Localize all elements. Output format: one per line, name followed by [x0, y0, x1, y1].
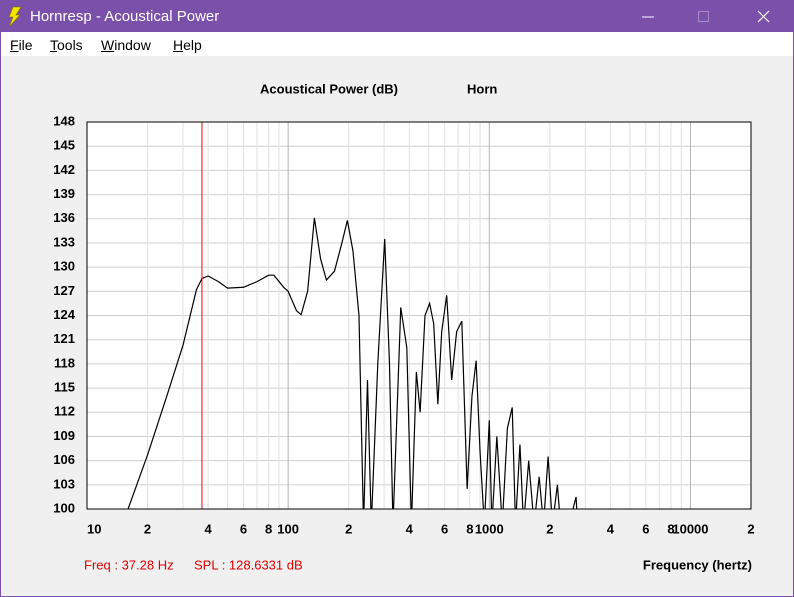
menu-item[interactable]: Tools [50, 37, 83, 53]
title-bar: Hornresp - Acoustical Power [0, 0, 794, 32]
x-tick-label: 8 [667, 521, 674, 536]
app-icon [8, 6, 22, 28]
x-tick-label: 4 [607, 521, 615, 536]
menu-item[interactable]: Help [173, 37, 202, 53]
y-tick-label: 145 [53, 138, 75, 153]
y-tick-label: 124 [53, 307, 75, 322]
menu-item[interactable]: File [10, 37, 33, 53]
y-tick-label: 121 [53, 331, 75, 346]
y-tick-label: 106 [53, 452, 75, 467]
title-icons [8, 6, 770, 28]
x-tick-label: 2 [546, 521, 553, 536]
power-curve [127, 217, 578, 509]
y-tick-label: 136 [53, 210, 75, 225]
y-tick-label: 103 [53, 476, 75, 491]
x-tick-label: 2 [144, 521, 151, 536]
y-tick-label: 139 [53, 186, 75, 201]
cursor-spl: SPL : 128.6331 dB [194, 557, 303, 572]
chart-subtitle: Horn [467, 81, 497, 96]
x-axis-label: Frequency (hertz) [643, 557, 752, 572]
x-tick-label: 8 [466, 521, 473, 536]
x-tick-label: 8 [265, 521, 272, 536]
chart-title: Acoustical Power (dB) [260, 81, 398, 96]
close-button[interactable] [757, 10, 770, 23]
y-tick-label: 127 [53, 283, 75, 298]
y-tick-label: 142 [53, 162, 75, 177]
maximize-button[interactable] [698, 11, 709, 22]
menu-item[interactable]: Window [101, 37, 151, 53]
plot-frame [86, 121, 752, 510]
y-tick-label: 112 [54, 404, 75, 419]
x-tick-label: 4 [406, 521, 414, 536]
window-title: Hornresp - Acoustical Power [30, 8, 220, 25]
cursor-frequency: Freq : 37.28 Hz [84, 557, 174, 572]
y-tick-label: 109 [53, 428, 75, 443]
x-tick-label: 4 [204, 521, 212, 536]
x-tick-label: 2 [747, 521, 754, 536]
x-tick-label: 100 [277, 521, 299, 536]
y-tick-label: 133 [53, 234, 75, 249]
window-border [0, 0, 1, 597]
x-tick-label: 1000 [475, 521, 504, 536]
y-tick-label: 118 [54, 355, 75, 370]
y-tick-label: 115 [54, 380, 75, 395]
y-tick-label: 130 [53, 259, 75, 274]
x-tick-label: 2 [345, 521, 352, 536]
menu-bar: File Tools Window Help [1, 32, 793, 56]
x-tick-label: 6 [441, 521, 448, 536]
x-tick-label: 6 [240, 521, 247, 536]
y-tick-label: 148 [53, 113, 75, 128]
x-tick-label: 10000 [672, 521, 708, 536]
y-tick-label: 100 [53, 500, 75, 515]
x-tick-label: 6 [642, 521, 649, 536]
x-tick-label: 10 [87, 521, 101, 536]
plot-area [87, 122, 751, 509]
